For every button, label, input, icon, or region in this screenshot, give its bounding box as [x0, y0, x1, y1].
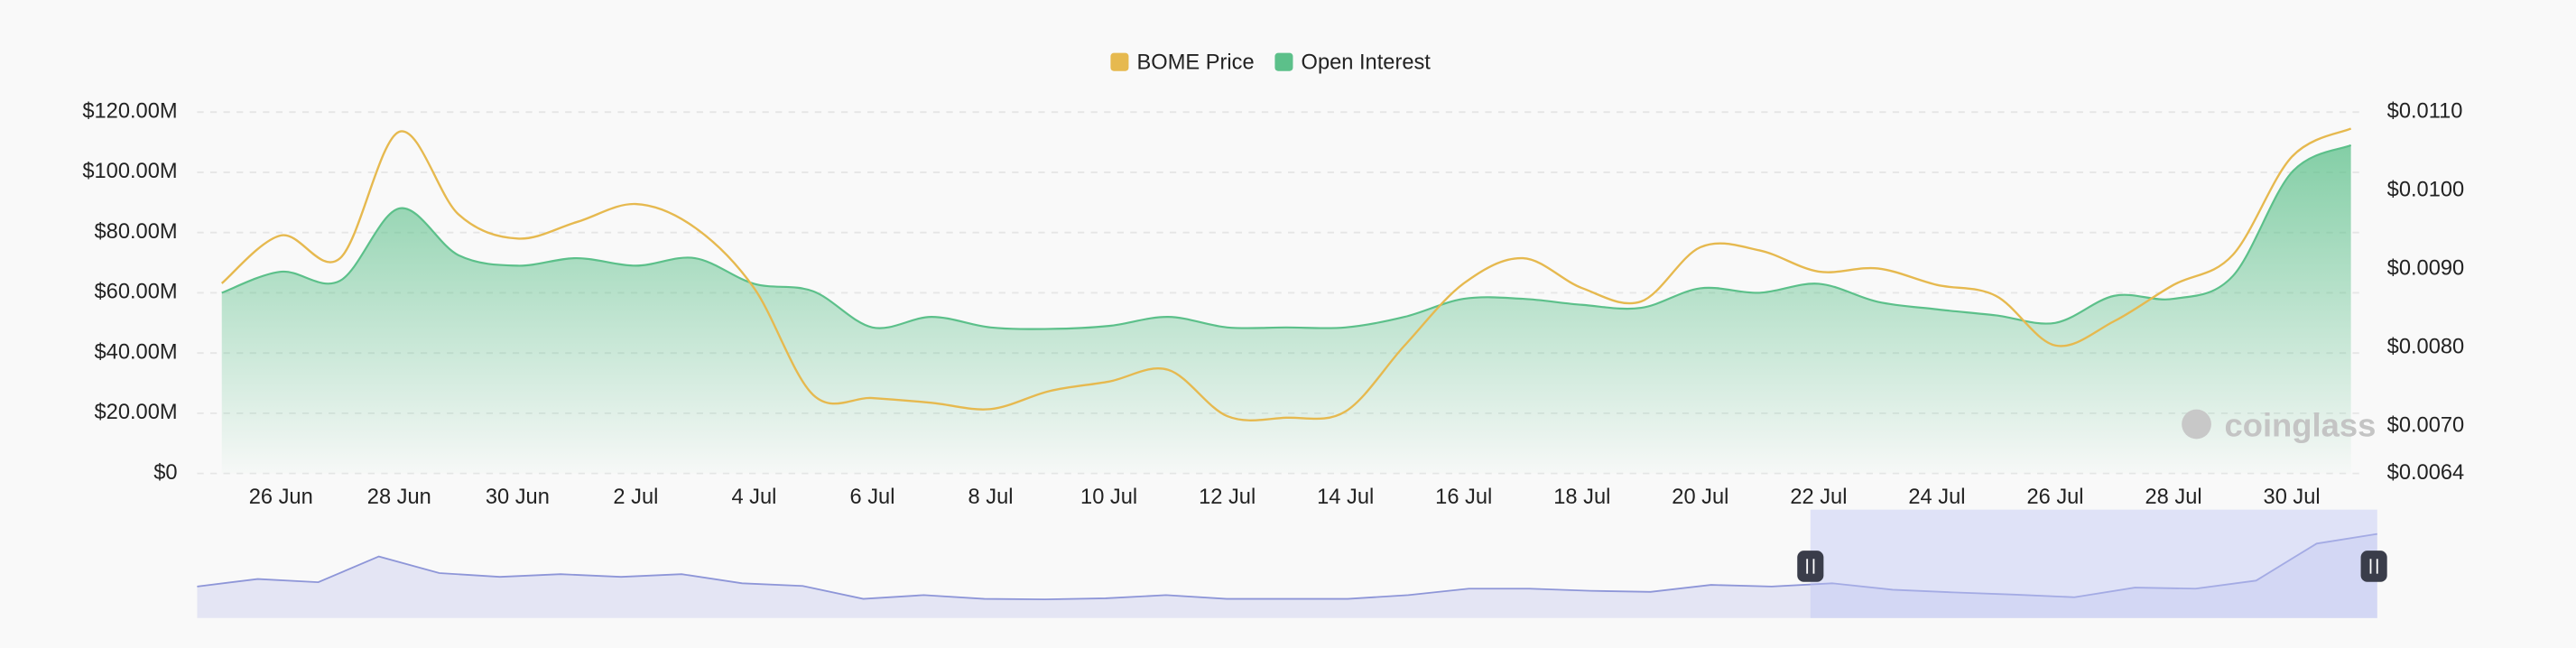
legend-swatch	[1110, 52, 1129, 71]
watermark: coinglass	[2224, 406, 2376, 443]
x-tick-label: 8 Jul	[968, 486, 1014, 509]
y-tick-label: $120.00M	[82, 99, 177, 123]
navigator-handle[interactable]	[2360, 551, 2387, 582]
x-tick-label: 2 Jul	[613, 486, 658, 509]
y-tick-label: $40.00M	[95, 340, 178, 364]
y-tick-label: $80.00M	[95, 220, 178, 244]
x-tick-label: 28 Jul	[2145, 486, 2201, 509]
navigator-line	[197, 532, 2377, 601]
y2-tick-label: $0.0100	[2387, 179, 2465, 202]
navigator-handle[interactable]	[1797, 551, 1824, 582]
x-tick-label: 16 Jul	[1435, 486, 1492, 509]
x-tick-label: 22 Jul	[1790, 486, 1847, 509]
navigator-area	[197, 533, 2377, 618]
series-line	[220, 127, 2352, 421]
navigator-selection	[1810, 509, 2377, 618]
x-tick-label: 24 Jul	[1908, 486, 1965, 509]
legend-label: Open Interest	[1302, 51, 1432, 75]
series-line	[221, 143, 2352, 330]
legend-label: BOME Price	[1137, 51, 1255, 75]
y-tick-label: $60.00M	[95, 281, 178, 304]
x-tick-label: 20 Jul	[1672, 486, 1728, 509]
x-tick-label: 30 Jul	[2264, 486, 2321, 509]
y2-tick-label: $0.0090	[2387, 257, 2465, 281]
y2-tick-label: $0.0064	[2387, 461, 2465, 485]
x-tick-label: 4 Jul	[731, 486, 776, 509]
x-tick-label: 30 Jun	[486, 486, 550, 509]
x-tick-label: 18 Jul	[1553, 486, 1610, 509]
y2-tick-label: $0.0110	[2387, 99, 2463, 123]
x-tick-label: 28 Jun	[367, 486, 431, 509]
y-tick-label: $100.00M	[82, 160, 177, 183]
x-tick-label: 10 Jul	[1080, 486, 1137, 509]
x-tick-label: 12 Jul	[1199, 486, 1256, 509]
y2-tick-label: $0.0070	[2387, 414, 2465, 438]
x-tick-label: 14 Jul	[1317, 486, 1374, 509]
watermark-icon	[2182, 409, 2211, 440]
area	[221, 144, 2351, 474]
x-tick-label: 26 Jul	[2026, 486, 2083, 509]
x-tick-label: 6 Jul	[850, 486, 895, 509]
x-tick-label: 26 Jun	[249, 486, 313, 509]
y-tick-label: $0	[153, 461, 177, 485]
y-tick-label: $20.00M	[95, 401, 178, 424]
y2-tick-label: $0.0080	[2387, 336, 2465, 359]
legend-swatch	[1274, 52, 1293, 71]
